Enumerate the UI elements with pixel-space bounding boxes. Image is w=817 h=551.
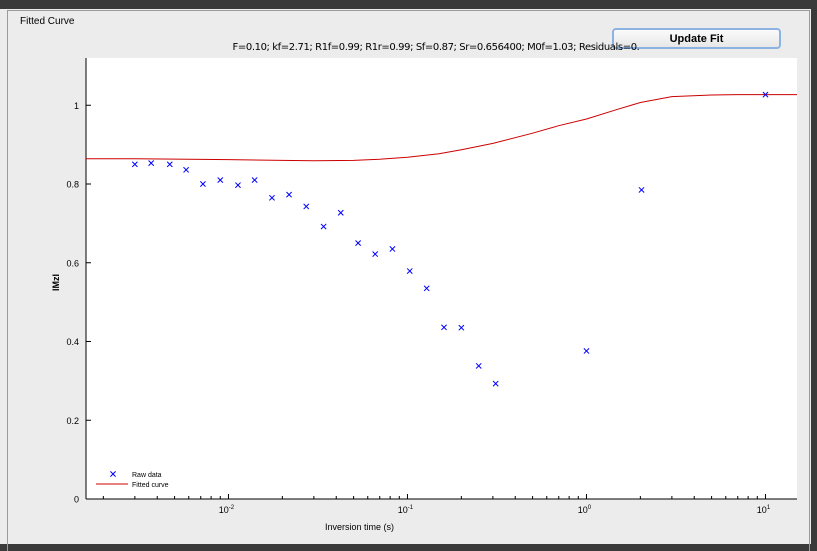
y-tick-label: 1 [74, 101, 79, 111]
x-axis-label: Inversion time (s) [325, 522, 394, 532]
raw-data-point [131, 161, 138, 168]
raw-data-point [423, 285, 430, 292]
panel-title: Fitted Curve [17, 16, 78, 28]
raw-data-point [286, 191, 293, 198]
raw-data-point [269, 194, 275, 201]
raw-data-point [355, 240, 362, 247]
raw-data-point [406, 268, 413, 274]
x-tick-label: 10-2 [219, 505, 235, 515]
raw-data-point [217, 177, 224, 184]
raw-data-point [458, 324, 465, 331]
raw-data-point [441, 324, 447, 331]
legend-fit-label: Fitted curve [132, 482, 169, 489]
raw-data-point [372, 251, 379, 258]
raw-data-point [389, 246, 396, 252]
y-tick-label: 0 [74, 495, 79, 505]
x-tick-label: 100 [578, 505, 592, 515]
update-fit-button[interactable]: Update Fit [612, 28, 781, 49]
y-tick-label: 0.6 [66, 258, 79, 268]
plot-area [86, 58, 797, 499]
raw-data-point [762, 91, 769, 98]
raw-data-point [166, 161, 173, 168]
raw-data-point [235, 182, 241, 189]
raw-data-point [492, 380, 499, 387]
raw-data-point [320, 223, 327, 230]
y-axis-label: IMzI [51, 274, 61, 291]
raw-data-point [638, 186, 645, 193]
fitted-curve-line [86, 94, 797, 162]
y-tick-label: 0.4 [66, 337, 79, 347]
y-tick-label: 0.2 [66, 416, 79, 426]
raw-data-point [583, 347, 590, 354]
x-tick-label: 101 [757, 505, 771, 515]
legend-raw-label: Raw data [132, 472, 162, 479]
panel-frame [7, 10, 810, 551]
raw-data-point [183, 166, 190, 173]
y-tick-label: 0.8 [66, 180, 79, 190]
raw-data-point [199, 181, 206, 187]
raw-data-point [337, 209, 344, 216]
raw-data-point [303, 203, 310, 210]
raw-data-point [148, 160, 155, 167]
x-tick-label: 10-1 [398, 505, 414, 515]
raw-data-point [251, 177, 258, 184]
fit-parameters-title: F=0.10; kf=2.71; R1f=0.99; R1r=0.99; Sf=… [232, 42, 640, 53]
legend-raw-marker [110, 471, 116, 477]
raw-data-point [475, 362, 482, 369]
